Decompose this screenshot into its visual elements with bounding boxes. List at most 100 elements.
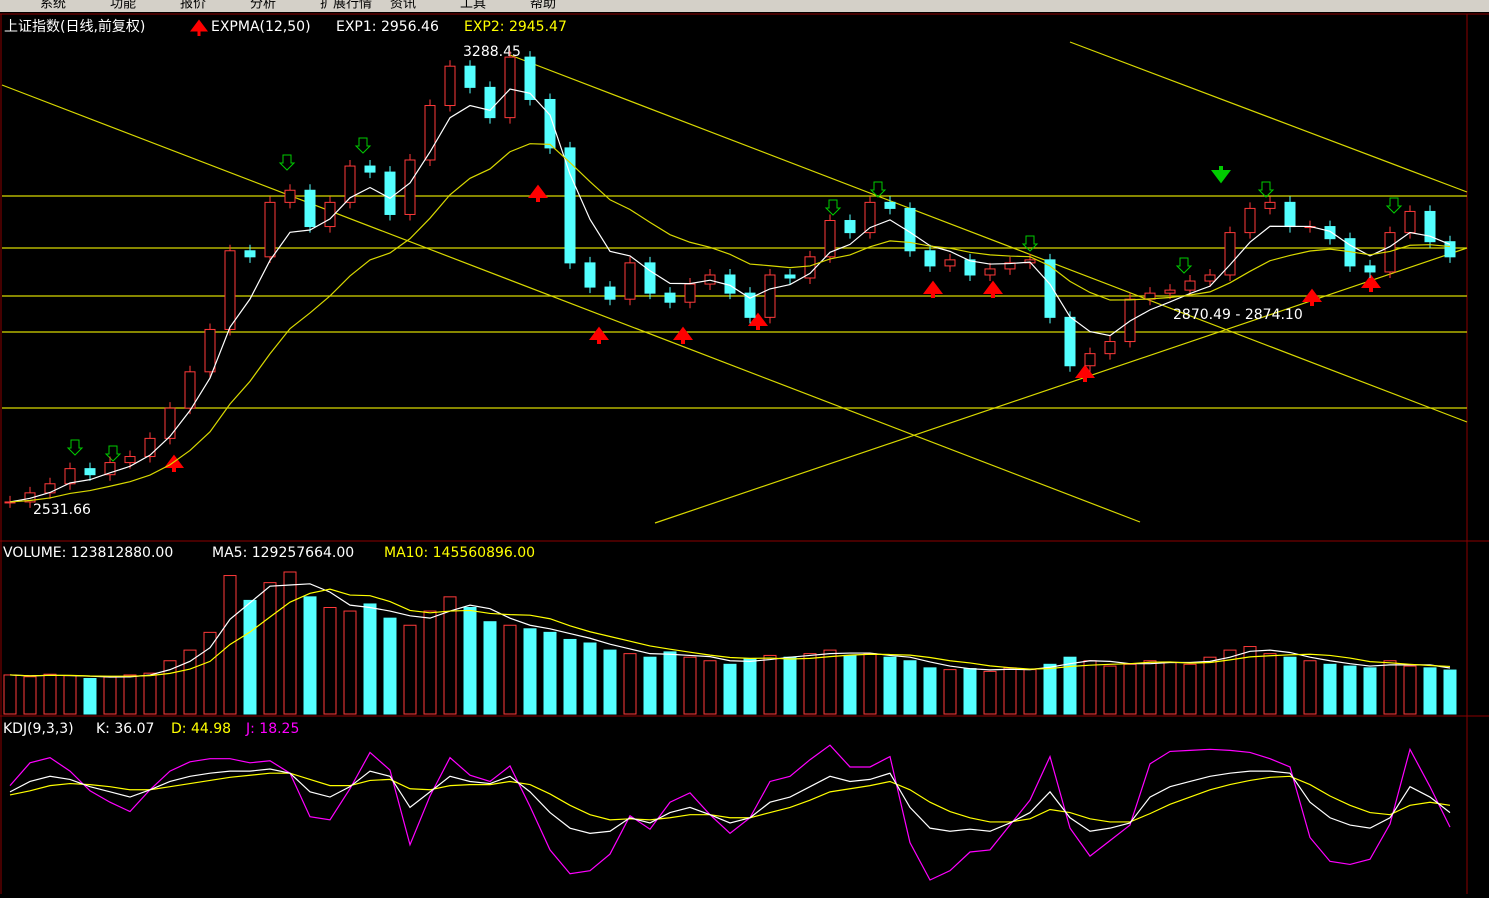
menu-item[interactable]: 分析 [250, 0, 276, 12]
candle [1184, 280, 1196, 291]
volume-bar [943, 669, 957, 715]
candle [564, 147, 576, 264]
price-title: 上证指数(日线,前复权) [4, 18, 145, 35]
volume-bar [1083, 660, 1097, 715]
volume-bar [923, 667, 937, 715]
volume-bar [583, 642, 597, 715]
high-label: 3288.45 [463, 44, 521, 60]
j-label: J: 18.25 [245, 721, 299, 737]
drawn-lines [1, 41, 1468, 524]
candle [1444, 241, 1456, 258]
volume-bar [503, 624, 517, 715]
candle [1264, 201, 1276, 209]
volume-bar [763, 654, 777, 715]
volume-bar [523, 628, 537, 715]
exp2: EXP2: 2945.47 [464, 19, 567, 35]
volume-bar [903, 660, 917, 715]
menu-bar: 系统 功能 报价 分析 扩展行情 资讯 工具 帮助 [40, 0, 556, 12]
volume-bar [1163, 662, 1177, 715]
volume-bar [963, 668, 977, 715]
volume-bar [623, 653, 637, 715]
low-label: 2531.66 [33, 502, 91, 518]
volume-bar [1023, 669, 1037, 715]
ma5-label: MA5: 129257664.00 [212, 545, 354, 561]
menu-item[interactable]: 扩展行情 [320, 0, 372, 12]
volume-bar [103, 676, 117, 715]
menu-item[interactable]: 资讯 [390, 0, 416, 12]
candle [924, 250, 936, 267]
volume-bar [663, 651, 677, 715]
candle [364, 165, 376, 173]
candle [424, 105, 436, 161]
candle [1284, 201, 1296, 228]
volume-bar [1303, 660, 1317, 715]
menu-item[interactable]: 系统 [40, 0, 66, 12]
icon [190, 19, 208, 36]
exp1-line [9, 88, 1451, 503]
exp2-line [9, 143, 1451, 503]
candle [984, 268, 996, 276]
volume-bar [1043, 663, 1057, 715]
menu-item[interactable]: 报价 [180, 0, 206, 12]
volume-bar [863, 653, 877, 715]
candle [124, 456, 136, 464]
volume-bar [1223, 649, 1237, 715]
menu-item[interactable]: 工具 [460, 0, 486, 12]
volume-bar [883, 656, 897, 715]
candle [644, 262, 656, 294]
range-label: 2870.49 - 2874.10 [1173, 307, 1303, 323]
volume-bar [163, 660, 177, 715]
volume-bar [1383, 660, 1397, 715]
volume-bar [203, 631, 217, 715]
candle [1244, 207, 1256, 234]
d-line [9, 772, 1451, 823]
volume-bar [1243, 646, 1257, 715]
volume-bar [283, 571, 297, 715]
volume-bar [1103, 665, 1117, 715]
volume-bar [1263, 653, 1277, 715]
j-line [9, 744, 1451, 881]
volume-bar [303, 596, 317, 715]
toolbar [0, 0, 1489, 12]
candle [1224, 232, 1236, 276]
candle [1404, 210, 1416, 234]
volume-bar [1343, 665, 1357, 715]
volume-bar [443, 596, 457, 715]
candle [1364, 265, 1376, 273]
candle [64, 468, 76, 485]
volume-bar [1063, 656, 1077, 715]
candle [764, 274, 776, 318]
candle [44, 483, 56, 494]
volume-bar [603, 649, 617, 715]
candle [844, 220, 856, 234]
menu-item[interactable]: 帮助 [530, 0, 556, 12]
volume-bar [183, 649, 197, 715]
volume-bar [1323, 663, 1337, 715]
signal-arrows [66, 137, 1403, 472]
volume-bar [1203, 656, 1217, 715]
candle [824, 220, 836, 258]
volume-bar [543, 631, 557, 715]
exp1: EXP1: 2956.46 [336, 19, 439, 35]
volume-bar [1143, 660, 1157, 715]
volume-bar [1003, 667, 1017, 715]
volume-bar [803, 653, 817, 715]
candle [344, 165, 356, 203]
kdj-title: KDJ(9,3,3) [3, 721, 74, 737]
volume-bar [3, 674, 17, 715]
volume-bar [363, 603, 377, 715]
volume-bar [63, 675, 77, 715]
candle [1324, 226, 1336, 240]
candle [504, 56, 516, 119]
candle [444, 65, 456, 107]
volume-bar [823, 649, 837, 715]
volume-bar [43, 673, 57, 715]
volume-bar [1283, 656, 1297, 715]
ma5-line [9, 583, 1451, 678]
candle [284, 189, 296, 203]
menu-item[interactable]: 功能 [110, 0, 136, 12]
volume-label: VOLUME: 123812880.00 [3, 545, 173, 561]
volume-bar [1403, 665, 1417, 715]
